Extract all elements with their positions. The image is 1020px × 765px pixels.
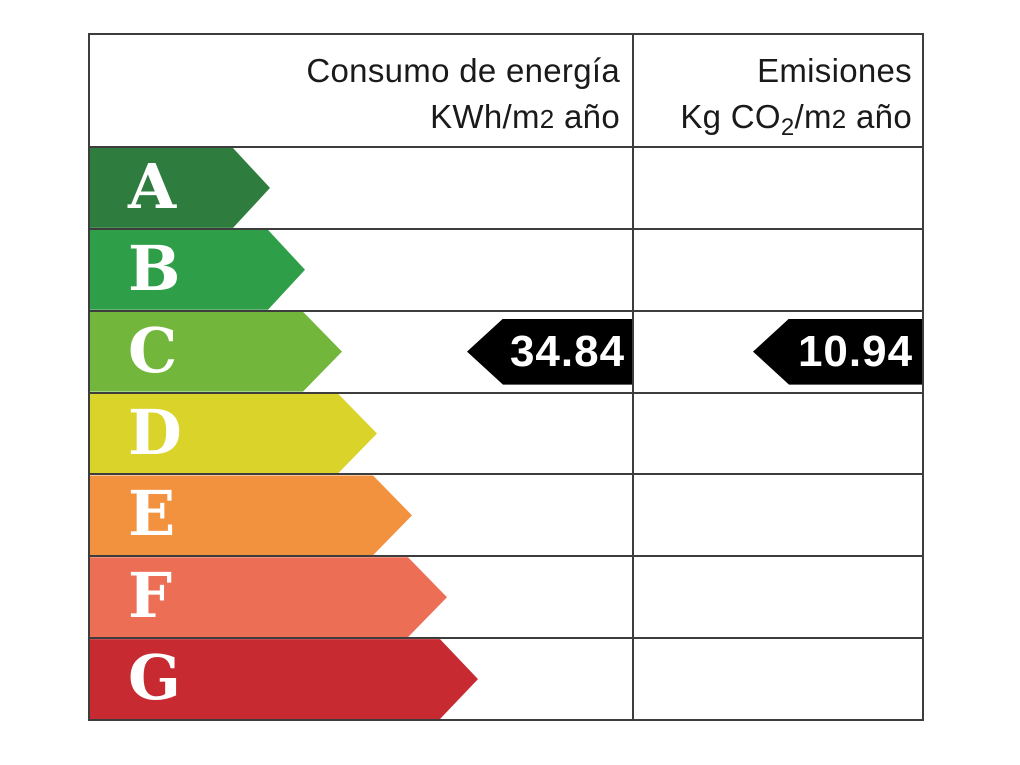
emisiones-header-title: Emisiones: [757, 52, 912, 89]
rating-bar-e-arrow: [90, 475, 412, 556]
consumo-unit-tail: año: [554, 98, 620, 135]
emisiones-unit-subscript: 2: [780, 114, 795, 141]
rating-rows: A B C 34.84 10.94 D E F G: [90, 148, 922, 720]
rating-letter-b: B: [128, 231, 181, 305]
emisiones-cell-c: 10.94: [634, 312, 922, 392]
rating-row-f: F: [90, 557, 922, 640]
emisiones-cell-b: [634, 230, 922, 310]
rating-row-g: G: [90, 639, 922, 720]
consumo-header-title: Consumo de energía: [306, 52, 620, 89]
rating-letter-a: A: [128, 149, 177, 223]
rating-letter-d: D: [128, 395, 182, 469]
rating-row-b: B: [90, 229, 922, 312]
emisiones-cell-d: [634, 394, 922, 474]
consumo-cell-c: C 34.84: [90, 311, 634, 392]
rating-bar-c-arrow: [90, 311, 342, 392]
consumo-unit-base: KWh/m: [430, 98, 540, 135]
emisiones-value: 10.94: [797, 326, 914, 376]
consumo-value: 34.84: [509, 326, 626, 376]
rating-bar-f-arrow: [90, 557, 447, 638]
consumo-cell-e: E: [90, 475, 634, 556]
rating-letter-g: G: [128, 640, 181, 714]
rating-row-d: D: [90, 393, 922, 476]
rating-row-a: A: [90, 148, 922, 230]
rating-bar-a-arrow: [90, 148, 270, 228]
consumo-cell-g: G: [90, 639, 634, 720]
rating-bar-d-arrow: [90, 393, 377, 474]
rating-bar-b-arrow: [90, 229, 305, 310]
rating-letter-e: E: [128, 477, 176, 551]
consumo-unit-exponent: 2: [539, 104, 555, 134]
emisiones-cell-f: [634, 557, 922, 637]
rating-row-c: C 34.84 10.94: [90, 311, 922, 394]
consumo-cell-f: F: [90, 557, 634, 638]
emisiones-unit-base: Kg CO: [680, 98, 781, 135]
consumo-cell-b: B: [90, 229, 634, 310]
rating-bar-g-arrow: [90, 639, 478, 720]
emisiones-cell-e: [634, 475, 922, 555]
table-header: Consumo de energía KWh/m2 año Emisiones …: [90, 35, 922, 148]
emisiones-unit-tail: año: [846, 98, 912, 135]
emisiones-value-arrow: 10.94: [753, 318, 922, 385]
consumo-cell-a: A: [90, 148, 634, 228]
rating-row-e: E: [90, 475, 922, 558]
emisiones-header-units: Kg CO2/m2 año: [634, 94, 912, 151]
emisiones-cell-a: [634, 148, 922, 228]
consumo-value-arrow: 34.84: [467, 318, 632, 385]
consumo-header: Consumo de energía KWh/m2 año: [90, 35, 634, 146]
emisiones-header: Emisiones Kg CO2/m2 año: [634, 35, 922, 146]
consumo-cell-d: D: [90, 393, 634, 474]
rating-letter-f: F: [128, 558, 173, 632]
emisiones-unit-exponent: 2: [831, 104, 847, 134]
emisiones-unit-mid: /m: [794, 98, 832, 135]
emisiones-cell-g: [634, 639, 922, 719]
consumo-header-units: KWh/m2 año: [90, 94, 620, 142]
rating-letter-c: C: [128, 313, 178, 387]
rating-table: Consumo de energía KWh/m2 año Emisiones …: [88, 33, 924, 721]
